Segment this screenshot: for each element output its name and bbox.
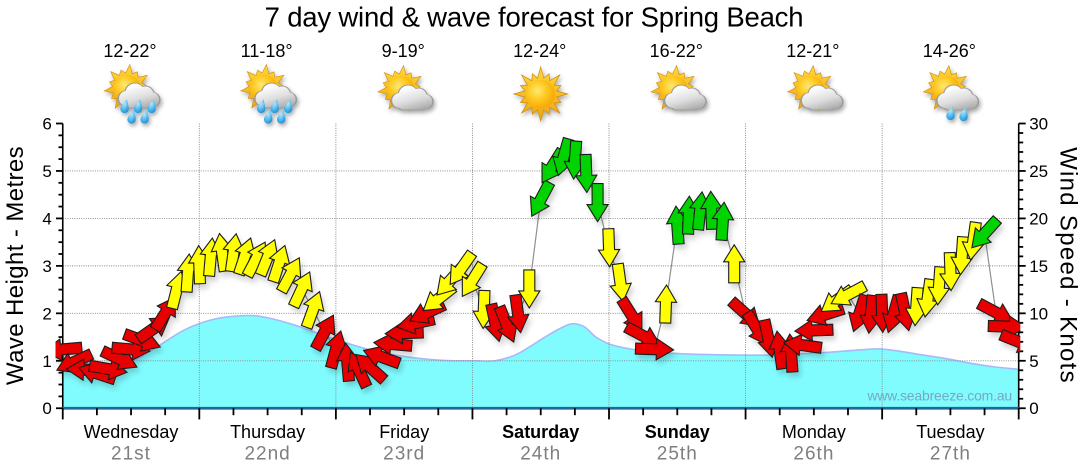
svg-text:14-26°: 14-26° — [923, 41, 976, 61]
svg-text:16-22°: 16-22° — [650, 41, 703, 61]
svg-text:10: 10 — [1029, 304, 1048, 323]
svg-text:www.seabreeze.com.au: www.seabreeze.com.au — [866, 388, 1012, 404]
svg-text:26th: 26th — [793, 444, 834, 465]
svg-text:Monday: Monday — [782, 422, 846, 442]
svg-text:Thursday: Thursday — [230, 422, 305, 442]
svg-text:Friday: Friday — [379, 422, 429, 442]
svg-text:20: 20 — [1029, 209, 1048, 228]
svg-text:27th: 27th — [930, 444, 971, 465]
svg-text:4: 4 — [42, 209, 51, 228]
svg-text:7 day wind & wave forecast for: 7 day wind & wave forecast for Spring Be… — [265, 2, 804, 33]
svg-text:25th: 25th — [657, 444, 698, 465]
svg-text:Sunday: Sunday — [645, 422, 710, 442]
svg-text:12-21°: 12-21° — [786, 41, 839, 61]
svg-text:Wind Speed - Knots: Wind Speed - Knots — [1055, 147, 1080, 384]
svg-text:22nd: 22nd — [244, 444, 290, 465]
svg-text:3: 3 — [42, 257, 51, 276]
svg-text:1: 1 — [42, 352, 51, 371]
svg-text:15: 15 — [1029, 257, 1048, 276]
svg-text:30: 30 — [1029, 115, 1048, 134]
svg-text:12-22°: 12-22° — [103, 41, 156, 61]
svg-text:2: 2 — [42, 304, 51, 323]
svg-text:11-18°: 11-18° — [241, 41, 293, 61]
svg-text:6: 6 — [42, 115, 51, 134]
svg-text:0: 0 — [42, 399, 51, 418]
svg-text:Wednesday: Wednesday — [84, 422, 179, 442]
svg-text:23rd: 23rd — [383, 444, 425, 465]
svg-text:Saturday: Saturday — [502, 422, 579, 442]
svg-text:9-19°: 9-19° — [382, 41, 425, 61]
svg-text:24th: 24th — [520, 444, 561, 465]
svg-text:21st: 21st — [111, 444, 151, 465]
svg-text:12-24°: 12-24° — [513, 41, 566, 61]
svg-text:25: 25 — [1029, 162, 1048, 181]
svg-text:Tuesday: Tuesday — [916, 422, 984, 442]
svg-text:5: 5 — [42, 162, 51, 181]
svg-text:Wave Height - Metres: Wave Height - Metres — [2, 146, 29, 385]
svg-text:0: 0 — [1029, 399, 1038, 418]
svg-text:5: 5 — [1029, 352, 1038, 371]
